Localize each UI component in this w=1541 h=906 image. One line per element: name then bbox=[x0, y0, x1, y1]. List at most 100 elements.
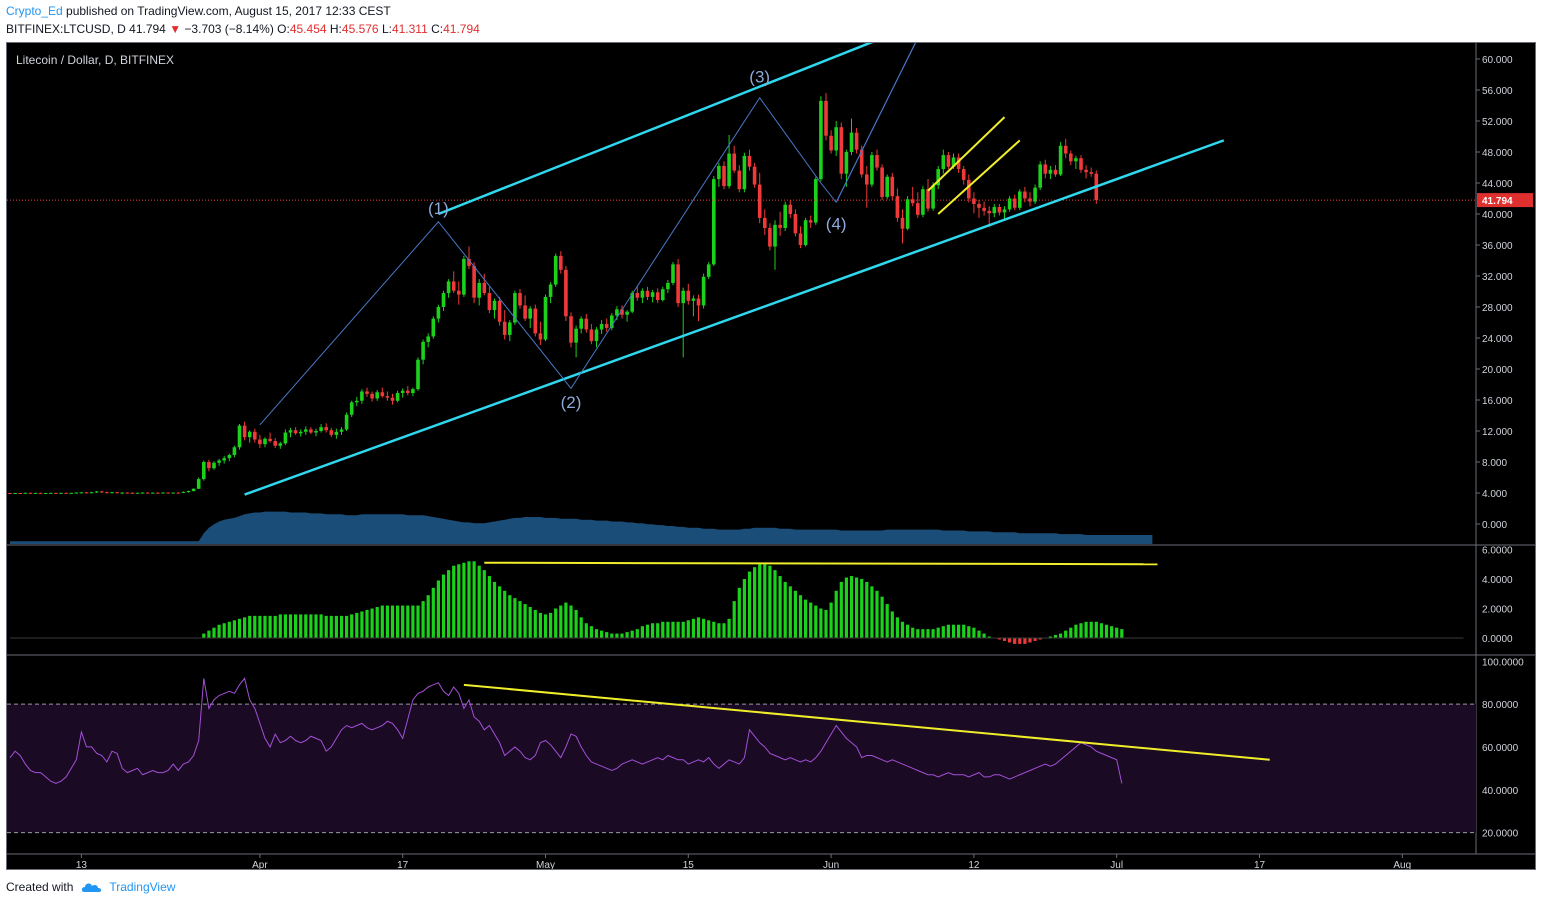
histogram-bar bbox=[656, 623, 660, 638]
candle-body bbox=[8, 493, 12, 494]
histogram-tick-label: 0.0000 bbox=[1482, 634, 1513, 645]
histogram-bar bbox=[967, 626, 971, 638]
candle-body bbox=[130, 492, 135, 494]
histogram-bar bbox=[319, 614, 323, 638]
candle-body bbox=[732, 153, 736, 171]
high-label: H: bbox=[329, 22, 342, 36]
histogram-bar bbox=[1023, 638, 1027, 644]
histogram-bar bbox=[309, 614, 313, 638]
candle-body bbox=[1033, 187, 1037, 202]
histogram-bar bbox=[237, 618, 242, 638]
candle-body bbox=[212, 462, 216, 469]
candle-body bbox=[268, 438, 272, 442]
histogram-bar bbox=[880, 596, 884, 638]
histogram-bar bbox=[1038, 638, 1042, 640]
histogram-bar bbox=[615, 633, 619, 638]
histogram-bar bbox=[1064, 630, 1068, 638]
author-link[interactable]: Crypto_Ed bbox=[6, 4, 63, 18]
candle-body bbox=[931, 185, 935, 209]
histogram-bar bbox=[635, 629, 639, 638]
histogram-bar bbox=[1104, 624, 1109, 638]
histogram-bar bbox=[712, 621, 716, 638]
candle-body bbox=[278, 443, 283, 446]
price-tick-label: 0.000 bbox=[1482, 520, 1507, 531]
candle-body bbox=[222, 458, 226, 461]
histogram-bar bbox=[1079, 623, 1083, 638]
wave-projection-path bbox=[835, 43, 917, 203]
candle-body bbox=[135, 492, 140, 494]
price-chart[interactable]: (1) (2) (3) (4) 60.000 56.000 52.000 48.000 44.0… bbox=[7, 43, 1535, 869]
histogram-bar bbox=[365, 609, 369, 638]
candle-body bbox=[666, 282, 670, 290]
histogram-bar bbox=[870, 586, 874, 638]
histogram-bar bbox=[452, 565, 456, 638]
candle-body bbox=[854, 132, 859, 150]
histogram-bar bbox=[696, 617, 701, 638]
histogram-bar bbox=[431, 587, 435, 638]
histogram-bar bbox=[605, 632, 609, 638]
candle-body bbox=[865, 174, 869, 185]
time-tick-label: 12 bbox=[968, 860, 980, 869]
histogram-bar bbox=[1120, 629, 1124, 638]
histogram-bar bbox=[232, 620, 236, 638]
price-tick-label: 52.000 bbox=[1482, 117, 1513, 128]
candle-body bbox=[803, 220, 808, 245]
histogram-bar bbox=[890, 611, 894, 638]
histogram-bar bbox=[620, 633, 624, 638]
candle-body bbox=[839, 127, 844, 174]
candle-body bbox=[630, 293, 634, 312]
candle-body bbox=[564, 269, 568, 317]
chart-container[interactable]: (1) (2) (3) (4) 60.000 56.000 52.000 48.000 44.0… bbox=[6, 42, 1536, 870]
candle-body bbox=[462, 258, 466, 295]
histogram-bar bbox=[324, 615, 328, 638]
candle-body bbox=[69, 492, 73, 494]
candle-body bbox=[457, 290, 461, 295]
histogram-bar bbox=[436, 580, 440, 638]
candle-body bbox=[655, 292, 660, 301]
candle-body bbox=[752, 166, 757, 185]
candle-body bbox=[599, 324, 604, 330]
candle-body bbox=[742, 155, 747, 190]
candle-body bbox=[171, 492, 175, 494]
histogram-bar bbox=[686, 620, 690, 638]
price-tick-label: 56.000 bbox=[1482, 86, 1513, 97]
rsi-tick-label: 100.0000 bbox=[1482, 657, 1524, 668]
tradingview-cloud-icon bbox=[82, 883, 102, 892]
candle-body bbox=[181, 491, 186, 493]
histogram-bar bbox=[569, 605, 573, 638]
histogram-bar bbox=[523, 604, 527, 638]
candle-body bbox=[727, 153, 731, 187]
histogram-bar bbox=[768, 565, 772, 638]
candle-body bbox=[890, 176, 895, 197]
candle-body bbox=[808, 220, 813, 223]
histogram-bar bbox=[651, 623, 655, 638]
price-tick-label: 16.000 bbox=[1482, 396, 1513, 407]
histogram-bar bbox=[503, 590, 507, 638]
candle-body bbox=[870, 155, 874, 185]
histogram-bar bbox=[253, 615, 257, 638]
candle-body bbox=[207, 462, 211, 469]
candle-body bbox=[972, 198, 976, 204]
symbol-line: BITFINEX:LTCUSD, D 41.794 ▼ −3.703 (−8.1… bbox=[6, 22, 480, 36]
histogram-bar bbox=[487, 576, 491, 638]
candle-body bbox=[59, 492, 63, 494]
candle-body bbox=[936, 169, 940, 186]
down-arrow-icon: ▼ bbox=[169, 22, 182, 36]
candle-body bbox=[431, 318, 436, 337]
candle-body bbox=[1053, 169, 1058, 175]
histogram-trend-line bbox=[484, 561, 1158, 566]
tradingview-link[interactable]: TradingView bbox=[81, 880, 175, 894]
candle-body bbox=[737, 170, 742, 190]
candle-body bbox=[115, 492, 119, 494]
candle-body bbox=[880, 167, 884, 197]
candle-body bbox=[798, 233, 803, 245]
candle-body bbox=[844, 152, 849, 174]
candle-body bbox=[49, 492, 53, 494]
histogram-bar bbox=[824, 609, 828, 638]
candle-body bbox=[477, 282, 481, 298]
histogram-bar bbox=[834, 590, 838, 638]
candle-body bbox=[232, 447, 237, 456]
histogram-bar bbox=[314, 614, 318, 638]
candle-body bbox=[696, 298, 701, 306]
high-value: 45.576 bbox=[341, 22, 379, 36]
